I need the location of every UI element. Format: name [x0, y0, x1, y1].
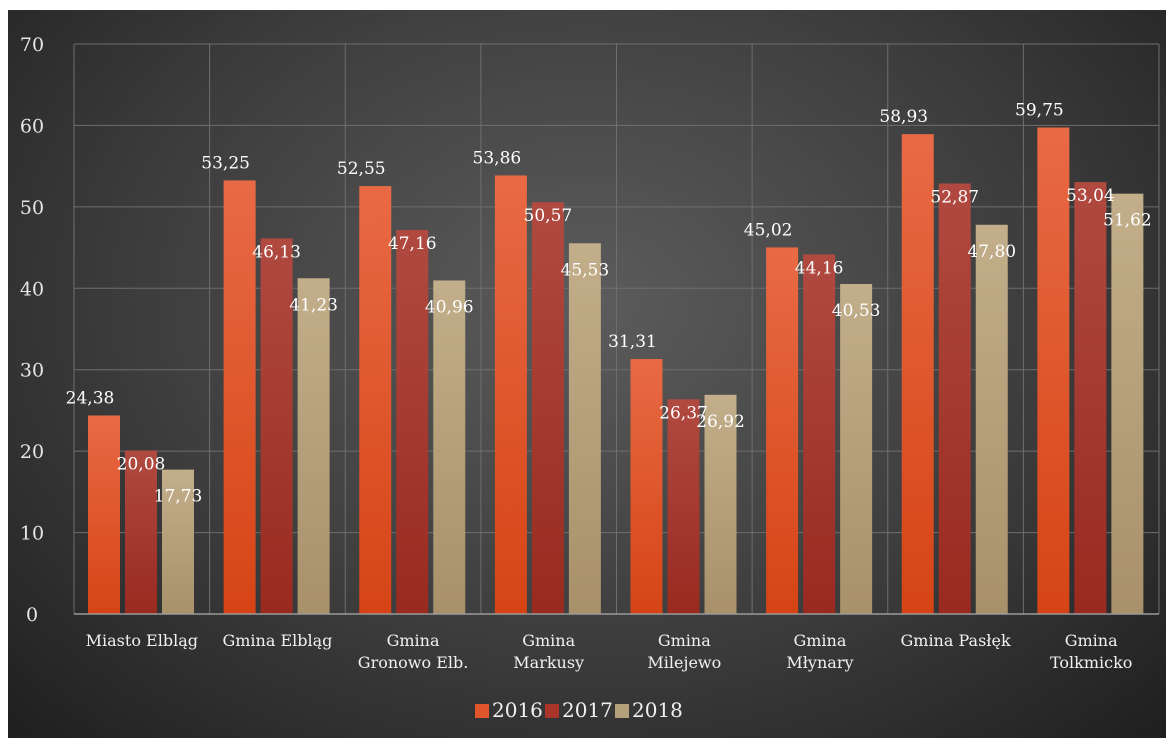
- bar-2018: [840, 283, 873, 614]
- category-label: Gmina: [387, 631, 440, 650]
- y-tick-label: 60: [20, 115, 44, 137]
- bar-2018: [162, 469, 194, 614]
- category-label: Młynary: [786, 653, 853, 672]
- legend: 2016 2017 2018: [475, 698, 683, 722]
- bar-2017: [125, 450, 157, 614]
- data-label-2018: 40,96: [425, 297, 474, 317]
- bars: [88, 127, 1144, 615]
- data-label-2017: 50,57: [524, 206, 573, 226]
- data-label-2017: 46,13: [252, 242, 301, 262]
- bar-chart: 24,38 20,08 17,73 53,25 46,13 41,23 52,55 47,16…: [20, 34, 1160, 722]
- data-label-2017: 20,08: [117, 454, 166, 474]
- bar-2018: [433, 280, 466, 614]
- data-label-2016: 53,86: [473, 148, 522, 168]
- data-label-2016: 45,02: [744, 220, 793, 240]
- bar-2017: [1074, 182, 1107, 615]
- data-label-2017: 52,87: [930, 187, 979, 207]
- data-label-2018: 17,73: [154, 487, 203, 507]
- y-tick-label: 50: [20, 197, 44, 219]
- data-label-2017: 47,16: [388, 234, 437, 254]
- legend-swatch-2018: [615, 704, 629, 718]
- data-label-2018: 41,23: [289, 295, 338, 315]
- category-label: Gmina: [1065, 631, 1118, 650]
- bar-2018: [1111, 193, 1144, 614]
- data-label-2018: 26,92: [696, 412, 745, 432]
- bar-2018: [975, 224, 1008, 614]
- bar-2016: [901, 134, 934, 614]
- bar-2016: [359, 186, 392, 615]
- y-tick-label: 70: [20, 34, 44, 56]
- bar-2018: [704, 394, 737, 614]
- bar-2017: [260, 238, 293, 614]
- bar-2016: [88, 415, 120, 614]
- category-label: Gmina Elbląg: [222, 631, 332, 650]
- data-label-2016: 58,93: [879, 107, 928, 127]
- data-label-2017: 26,37: [659, 403, 708, 423]
- category-label: Gmina: [658, 631, 711, 650]
- bar-2016: [494, 175, 527, 614]
- bar-2016: [223, 180, 256, 614]
- data-labels: 24,38 20,08 17,73 53,25 46,13 41,23 52,55 47,16…: [66, 100, 1152, 506]
- bar-2016: [766, 247, 799, 614]
- category-label: Gmina: [522, 631, 575, 650]
- bar-2017: [803, 254, 836, 614]
- data-label-2018: 45,53: [561, 260, 610, 280]
- chart-panel: 24,38 20,08 17,73 53,25 46,13 41,23 52,55 47,16…: [8, 10, 1166, 738]
- y-tick-label: 40: [20, 278, 44, 300]
- data-label-2018: 51,62: [1103, 211, 1152, 231]
- category-label: Milejewo: [647, 653, 721, 672]
- bar-2016: [1037, 127, 1070, 614]
- bar-2018: [297, 278, 330, 614]
- y-tick-label: 30: [20, 360, 44, 382]
- data-label-2017: 44,16: [795, 258, 844, 278]
- category-label: Gmina: [793, 631, 846, 650]
- legend-label-2018: 2018: [632, 698, 683, 722]
- category-label: Markusy: [513, 653, 584, 672]
- bar-2017: [396, 229, 429, 615]
- data-label-2016: 52,55: [337, 159, 386, 179]
- legend-swatch-2016: [475, 704, 489, 718]
- axes: 0 10 20 30 40 50 60 70 Miasto Elbląg Gmina Elbląg…: [20, 34, 1159, 672]
- data-label-2017: 53,04: [1066, 186, 1115, 206]
- category-label: Miasto Elbląg: [86, 631, 198, 650]
- bar-2017: [667, 399, 700, 614]
- data-label-2016: 59,75: [1015, 100, 1064, 120]
- legend-label-2016: 2016: [492, 698, 543, 722]
- bar-2017: [531, 202, 564, 615]
- data-label-2016: 24,38: [66, 388, 115, 408]
- legend-label-2017: 2017: [562, 698, 613, 722]
- category-label: Gmina Pasłęk: [900, 631, 1010, 650]
- bar-2016: [630, 359, 663, 614]
- y-tick-label: 10: [20, 523, 44, 545]
- data-label-2016: 53,25: [201, 153, 250, 173]
- bar-2017: [938, 183, 971, 615]
- data-label-2016: 31,31: [608, 332, 657, 352]
- category-label: Gronowo Elb.: [358, 653, 469, 672]
- data-label-2018: 40,53: [832, 301, 881, 321]
- bar-2018: [568, 243, 601, 614]
- y-tick-label: 0: [26, 604, 38, 626]
- data-label-2018: 47,80: [967, 242, 1016, 262]
- y-tick-label: 20: [20, 441, 44, 463]
- legend-swatch-2017: [545, 704, 559, 718]
- category-label: Tolkmicko: [1050, 653, 1132, 672]
